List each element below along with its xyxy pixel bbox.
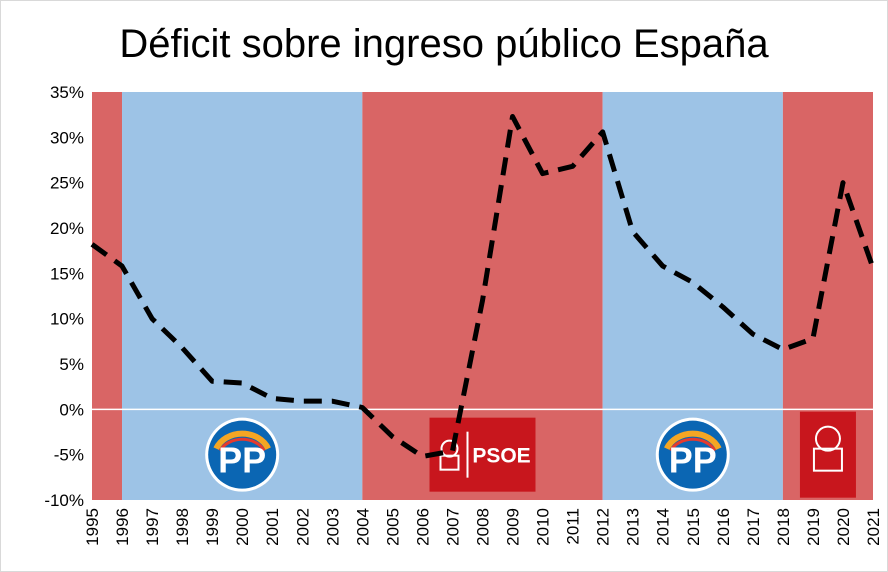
pp-logo: PP (205, 417, 280, 492)
x-tick-label: 2008 (474, 508, 493, 546)
pp-logo-arc-icon (213, 430, 271, 451)
psoe-logo-text: PSOE (472, 445, 530, 468)
x-tick-label: 2012 (594, 508, 613, 546)
x-tick-label: 2006 (413, 508, 432, 546)
y-tick-label: 15% (50, 264, 84, 283)
pp-logo-text: PP (218, 440, 266, 481)
pp-logo-inner-arc-icon (669, 437, 717, 452)
x-tick-label: 1995 (83, 508, 102, 546)
series-line (90, 113, 876, 459)
fist-icon (812, 447, 843, 472)
x-tick-label: 2021 (864, 508, 883, 546)
y-axis-ticks: -10% -5% 0% 5% 10% 15% 20% 25% 30% 35% (44, 83, 84, 510)
y-tick-label: 35% (50, 83, 84, 102)
psoe-logo-box (799, 411, 856, 498)
y-tick-label: 30% (50, 128, 84, 147)
psoe-logo: PSOE (429, 417, 536, 492)
pp-logo-inner-arc-icon (218, 437, 266, 452)
band-psoe-1995-1996 (92, 92, 123, 500)
series-line-group (90, 113, 876, 459)
x-tick-label: 1998 (173, 508, 192, 546)
y-tick-label: -5% (54, 446, 84, 465)
x-tick-label: 2009 (504, 508, 523, 546)
x-tick-label: 2020 (834, 508, 853, 546)
fist-icon (439, 454, 460, 471)
rose-icon (814, 425, 841, 452)
x-tick-label: 2013 (624, 508, 643, 546)
y-tick-label: 20% (50, 219, 84, 238)
pp-logo: PP (655, 417, 730, 492)
x-tick-label: 2000 (233, 508, 252, 546)
x-tick-label: 2005 (383, 508, 402, 546)
y-tick-label: 25% (50, 174, 84, 193)
x-tick-label: 2015 (684, 508, 703, 546)
x-tick-label: 2004 (353, 508, 372, 546)
x-tick-label: 2010 (534, 508, 553, 546)
x-tick-label: 2018 (774, 508, 793, 546)
pp-logo-text: PP (669, 440, 717, 481)
x-tick-label: 2017 (744, 508, 763, 546)
x-tick-label: 2002 (293, 508, 312, 546)
x-tick-label: 2016 (714, 508, 733, 546)
x-tick-label: 1996 (113, 508, 132, 546)
party-logos: PP PSOE PP (205, 411, 856, 498)
x-tick-label: 2019 (804, 508, 823, 546)
x-tick-label: 2007 (443, 508, 462, 546)
y-tick-label: 0% (59, 400, 84, 419)
x-tick-label: 1999 (203, 508, 222, 546)
pp-logo-arc-icon (664, 430, 722, 451)
x-tick-label: 2003 (323, 508, 342, 546)
chart-title: Déficit sobre ingreso público España (119, 22, 769, 66)
x-tick-label: 2011 (564, 508, 583, 545)
y-tick-label: -10% (44, 491, 84, 510)
x-tick-label: 2001 (263, 508, 282, 546)
y-tick-label: 5% (59, 355, 84, 374)
x-tick-label: 2014 (654, 508, 673, 546)
x-tick-label: 1997 (143, 508, 162, 546)
x-axis-ticks: 1995 1996 1997 1998 1999 2000 2001 2002 2003 2004… (83, 508, 883, 546)
psoe-logo (799, 411, 856, 498)
y-tick-label: 10% (50, 310, 84, 329)
